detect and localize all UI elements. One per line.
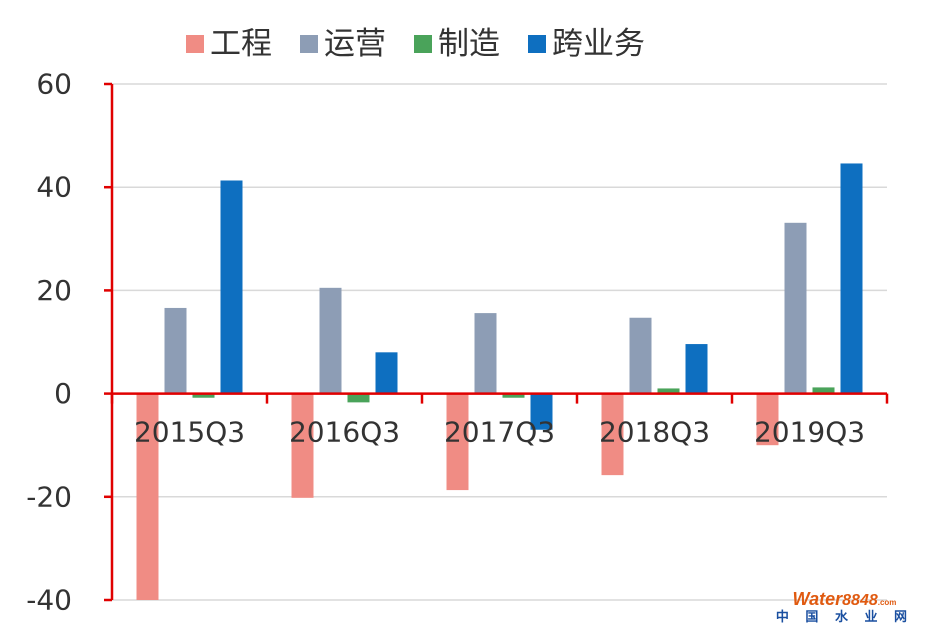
- bar-2018Q3-1: [629, 317, 652, 394]
- bar-2019Q3-0: [756, 393, 779, 446]
- y-tick-label: 40: [36, 171, 72, 204]
- y-tick-label: -20: [26, 480, 72, 513]
- x-tick-label: 2015Q3: [134, 416, 245, 449]
- bar-2016Q3-1: [319, 287, 342, 394]
- bar-2015Q3-3: [220, 180, 243, 394]
- y-tick-labels: -40 -20 0 20 40 60: [26, 68, 72, 617]
- watermark-brand-number: 8848: [842, 592, 878, 609]
- y-tick-label: 20: [36, 274, 72, 307]
- legend-label-1: 运营: [324, 26, 386, 62]
- bar-2017Q3-1: [474, 313, 497, 394]
- watermark-logo: Water8848.com 中 国 水 业 网: [776, 590, 913, 624]
- legend-label-2: 制造: [438, 26, 500, 62]
- bar-2016Q3-0: [291, 393, 314, 498]
- watermark-brand-suffix: .com: [877, 598, 897, 607]
- legend-label-3: 跨业务: [552, 26, 645, 62]
- bar-2019Q3-3: [840, 163, 863, 394]
- legend-swatch-3: [528, 35, 546, 53]
- x-tick-label: 2016Q3: [289, 416, 400, 449]
- bar-2015Q3-0: [136, 393, 159, 600]
- x-tick-labels: 2015Q3 2016Q3 2017Q3 2018Q3 2019Q3: [134, 416, 865, 449]
- bar-2016Q3-2: [347, 393, 370, 403]
- y-tick-label: 0: [54, 377, 72, 410]
- bar-2017Q3-2: [502, 393, 525, 398]
- legend: 工程 运营 制造 跨业务: [186, 26, 645, 62]
- bar-2019Q3-2: [812, 387, 835, 394]
- bar-2015Q3-2: [192, 393, 215, 398]
- bar-2017Q3-3: [530, 393, 553, 430]
- bar-2015Q3-1: [164, 307, 187, 394]
- bar-2018Q3-0: [601, 393, 624, 476]
- legend-swatch-1: [300, 35, 318, 53]
- y-tick-label: 60: [36, 68, 72, 101]
- y-tick-label: -40: [26, 584, 72, 617]
- legend-swatch-0: [186, 35, 204, 53]
- bar-2018Q3-3: [685, 344, 708, 394]
- bar-2019Q3-1: [784, 222, 807, 394]
- x-tick-label: 2018Q3: [599, 416, 710, 449]
- watermark-subtitle: 中 国 水 业 网: [775, 610, 913, 625]
- bar-2017Q3-0: [446, 393, 469, 491]
- watermark-brand-word: Water: [792, 589, 843, 609]
- bars: [136, 163, 863, 600]
- bar-2016Q3-3: [375, 352, 398, 394]
- legend-swatch-2: [414, 35, 432, 53]
- axes: [104, 82, 889, 602]
- legend-label-0: 工程: [210, 26, 272, 62]
- x-tick-label: 2019Q3: [754, 416, 865, 449]
- bar-2018Q3-2: [657, 388, 680, 394]
- x-tick-label: 2017Q3: [444, 416, 555, 449]
